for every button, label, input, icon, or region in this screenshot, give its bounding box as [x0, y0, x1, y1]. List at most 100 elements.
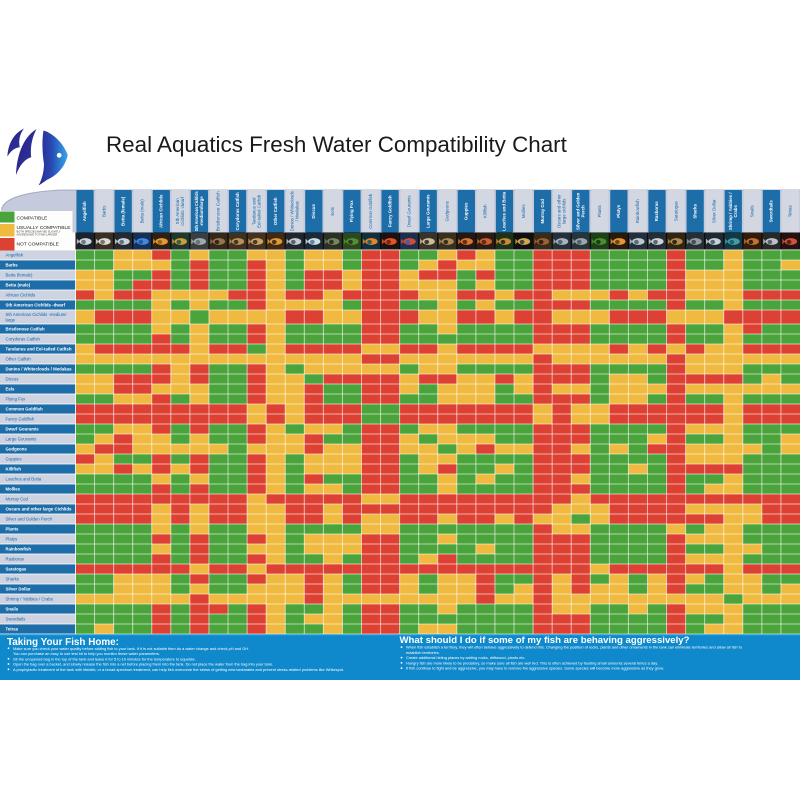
svg-text:Killifish: Killifish [6, 467, 22, 472]
svg-text:Rasboras: Rasboras [654, 201, 659, 222]
svg-text:Silver and Golden: Silver and Golden [575, 192, 580, 230]
svg-text:Sth American Cichlids -medium/: Sth American Cichlids -medium/ [6, 312, 68, 317]
svg-text:Eels: Eels [330, 206, 335, 215]
svg-text:Discus: Discus [6, 377, 19, 382]
svg-text:large cichlids: large cichlids [561, 198, 566, 224]
svg-text:Shrimp / Yabbies /: Shrimp / Yabbies / [728, 192, 733, 231]
svg-text:Barbs: Barbs [101, 205, 106, 217]
svg-text:large: large [6, 317, 16, 322]
svg-text:Betta (male): Betta (male) [6, 283, 31, 288]
svg-text:Snails: Snails [750, 205, 755, 218]
svg-text:Sharks: Sharks [692, 203, 697, 218]
svg-text:Large Gouramis: Large Gouramis [6, 437, 37, 442]
svg-text:establish territories.: establish territories. [406, 650, 440, 655]
svg-text:African Cichlids: African Cichlids [159, 194, 164, 228]
svg-text:Mollies: Mollies [521, 204, 526, 218]
svg-text:Murray Cod: Murray Cod [6, 497, 29, 502]
svg-text:Sth American Cichlids: Sth American Cichlids [194, 191, 199, 231]
svg-text:Dwarf Gouramis: Dwarf Gouramis [406, 195, 411, 228]
svg-text:Killifish: Killifish [483, 204, 488, 218]
svg-text:Plants: Plants [6, 527, 20, 532]
svg-text:Fancy Goldfish: Fancy Goldfish [387, 195, 392, 227]
svg-text:Eels: Eels [6, 387, 15, 392]
svg-text:Tandanus and: Tandanus and [251, 197, 256, 225]
svg-text:If fish continue to fight and: If fish continue to fight and be aggress… [406, 666, 664, 671]
svg-text:Danios / Whiteclouds: Danios / Whiteclouds [289, 191, 294, 232]
svg-text:Cichlids -dwarf: Cichlids -dwarf [180, 196, 185, 226]
svg-text:Gudgeons: Gudgeons [6, 447, 28, 452]
svg-text:Saratogas: Saratogas [6, 567, 27, 572]
svg-text:AGGRESSIVE TO FISH LARGER: AGGRESSIVE TO FISH LARGER [17, 232, 58, 236]
svg-text:Tetras: Tetras [788, 205, 793, 218]
svg-text:Real Aquatics Fresh Water Comp: Real Aquatics Fresh Water Compatibility … [106, 132, 568, 157]
svg-text:Murray Cod: Murray Cod [540, 199, 545, 224]
svg-text:Betta (male): Betta (male) [139, 199, 144, 223]
svg-text:Open the bag over a bucket, an: Open the bag over a bucket, and slowly r… [13, 662, 273, 667]
svg-text:Flying Fox: Flying Fox [6, 397, 27, 402]
svg-text:Loaches and Botia: Loaches and Botia [502, 191, 507, 231]
svg-text:Oscars and other: Oscars and other [556, 194, 561, 228]
svg-text:Common Goldfish: Common Goldfish [6, 407, 44, 412]
svg-text:Rasboras: Rasboras [6, 557, 24, 562]
svg-text:Hungry fish are more likely to: Hungry fish are more likely to be predat… [406, 660, 658, 665]
svg-text:BOTH SPECIES MAY BE SLIGHTLY: BOTH SPECIES MAY BE SLIGHTLY [17, 229, 61, 233]
svg-text:Large Gouramis: Large Gouramis [425, 194, 430, 228]
svg-text:Bristlenose Catfish: Bristlenose Catfish [6, 327, 46, 332]
svg-text:Barbs: Barbs [6, 263, 19, 268]
svg-text:Sharks: Sharks [6, 577, 19, 582]
svg-text:Tetras: Tetras [6, 627, 19, 632]
svg-text:Sth American: Sth American [175, 198, 180, 225]
svg-text:Angelfish: Angelfish [6, 253, 24, 258]
svg-text:Shrimp / Yabbies / Crabs: Shrimp / Yabbies / Crabs [6, 597, 53, 602]
svg-text:Flying Fox: Flying Fox [349, 200, 354, 223]
svg-text:Corydoras Catfish: Corydoras Catfish [6, 337, 41, 342]
svg-text:Eel-tailed Catfish: Eel-tailed Catfish [256, 194, 261, 228]
svg-text:Discus: Discus [311, 204, 316, 219]
svg-text:Oscars and other large Cichlid: Oscars and other large Cichlids [6, 507, 73, 512]
svg-text:Betta (female): Betta (female) [6, 273, 34, 278]
svg-text:Taking Your Fish Home:: Taking Your Fish Home: [7, 637, 119, 648]
svg-text:When fish establish a territor: When fish establish a territory, they wi… [406, 645, 742, 650]
svg-text:A prophylactic treatment of th: A prophylactic treatment of the tank wit… [13, 667, 344, 672]
svg-text:Perch: Perch [580, 205, 585, 218]
svg-text:Danios / Whiteclouds / Medakas: Danios / Whiteclouds / Medakas [6, 367, 73, 372]
svg-text:Sit the unopened bag in the to: Sit the unopened bag in the top of the t… [13, 656, 196, 661]
svg-text:/ Medakas: / Medakas [294, 200, 299, 221]
svg-text:Snails: Snails [6, 607, 19, 612]
svg-text:Tandanus and Eel-tailed Catfis: Tandanus and Eel-tailed Catfish [6, 347, 72, 352]
svg-text:Platys: Platys [616, 204, 621, 217]
svg-text:Swordtails: Swordtails [6, 617, 26, 622]
svg-text:Fancy Goldfish: Fancy Goldfish [6, 417, 35, 422]
svg-text:Rainbowfish: Rainbowfish [6, 547, 32, 552]
svg-text:Guppies: Guppies [6, 457, 22, 462]
svg-text:Guppies: Guppies [464, 202, 469, 220]
svg-text:Make sure you check your water: Make sure you check your water quality b… [13, 646, 249, 651]
svg-text:USUALLY COMPATIBLE: USUALLY COMPATIBLE [17, 225, 72, 231]
svg-text:Swordtails: Swordtails [769, 200, 774, 223]
svg-text:Betta (female): Betta (female) [120, 196, 125, 226]
svg-text:-medium/large: -medium/large [199, 196, 204, 227]
svg-text:Plants: Plants [597, 204, 602, 217]
svg-text:Bristlenose Catfish: Bristlenose Catfish [216, 191, 221, 232]
svg-text:You can purchase an easy to us: You can purchase an easy to use test kit… [13, 651, 160, 656]
svg-text:Silver and Golden Perch: Silver and Golden Perch [6, 517, 53, 522]
svg-text:Mollies: Mollies [6, 487, 21, 492]
svg-text:Sth American Cichlids -dwarf: Sth American Cichlids -dwarf [6, 303, 66, 308]
svg-text:Saratogas: Saratogas [673, 200, 678, 221]
svg-text:Platys: Platys [6, 537, 18, 542]
svg-text:Loaches and Botia: Loaches and Botia [6, 477, 42, 482]
svg-text:Crabs: Crabs [733, 205, 738, 218]
svg-text:African Cichlids: African Cichlids [6, 293, 36, 298]
svg-text:NOT COMPATIBLE: NOT COMPATIBLE [17, 242, 60, 248]
svg-text:Angelfish: Angelfish [82, 201, 87, 221]
svg-text:What should I do if some of my: What should I do if some of my fish are … [400, 635, 690, 646]
svg-text:Common Goldfish: Common Goldfish [368, 193, 373, 229]
svg-text:Rainbowfish: Rainbowfish [635, 199, 640, 223]
svg-text:Silver Dollar: Silver Dollar [711, 199, 716, 223]
svg-text:COMPATIBLE: COMPATIBLE [17, 216, 49, 222]
svg-text:Gudgeons: Gudgeons [444, 200, 449, 221]
svg-text:Dwarf Gouramis: Dwarf Gouramis [6, 427, 40, 432]
svg-text:Create additional hiding place: Create additional hiding places by addin… [406, 655, 525, 660]
svg-text:Other Catfish: Other Catfish [6, 357, 32, 362]
svg-text:Corydoras Catfish: Corydoras Catfish [235, 192, 240, 230]
